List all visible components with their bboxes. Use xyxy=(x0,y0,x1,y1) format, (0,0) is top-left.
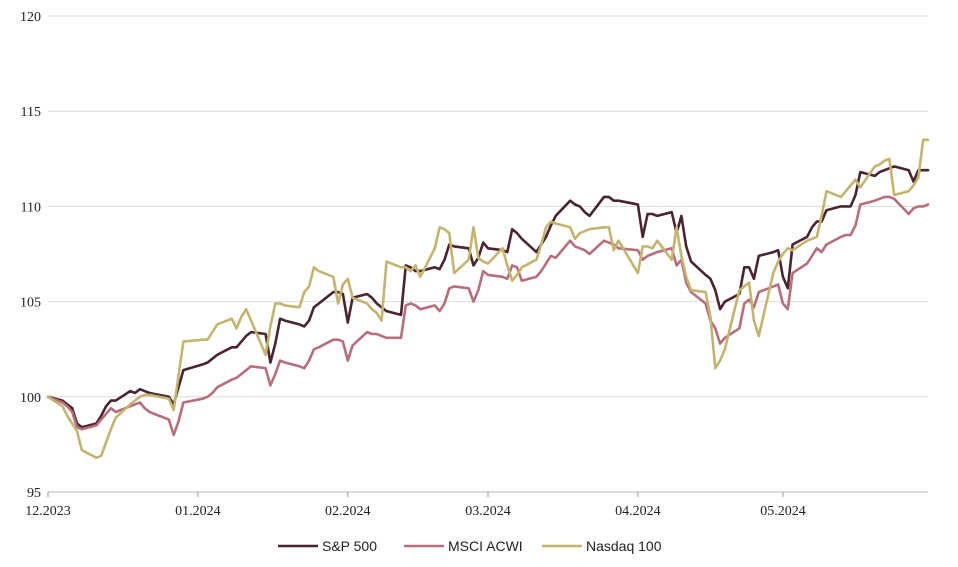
legend: S&P 500 MSCI ACWI Nasdaq 100 xyxy=(278,538,662,554)
y-tick-label: 95 xyxy=(27,486,41,501)
y-tick-label: 105 xyxy=(20,296,41,311)
legend-label: Nasdaq 100 xyxy=(586,538,662,554)
x-tick-label: 04.2024 xyxy=(615,504,661,519)
x-tick-label: 12.2023 xyxy=(25,504,71,519)
legend-item: S&P 500 xyxy=(278,538,377,554)
series-line-1 xyxy=(46,195,930,437)
legend-item: MSCI ACWI xyxy=(404,538,523,554)
y-tick-label: 100 xyxy=(20,391,41,406)
x-tick-label: 02.2024 xyxy=(325,504,371,519)
x-tick-label: 01.2024 xyxy=(175,504,221,519)
legend-label: MSCI ACWI xyxy=(448,538,523,554)
legend-item: Nasdaq 100 xyxy=(542,538,662,554)
y-tick-label: 110 xyxy=(21,200,41,215)
y-tick-label: 120 xyxy=(20,10,41,25)
y-tick-label: 115 xyxy=(21,105,41,120)
series-line-0 xyxy=(46,165,930,429)
x-tick-label: 03.2024 xyxy=(465,504,511,519)
y-axis: 95 100 105 110 115 120 xyxy=(20,10,41,501)
x-tick-label: 05.2024 xyxy=(760,504,806,519)
x-axis: 12.2023 01.2024 02.2024 03.2024 04.2024 05.20… xyxy=(25,492,806,519)
grid-lines xyxy=(48,15,928,493)
series-lines xyxy=(46,138,930,459)
legend-label: S&P 500 xyxy=(322,538,377,554)
series-line-2 xyxy=(46,138,930,459)
